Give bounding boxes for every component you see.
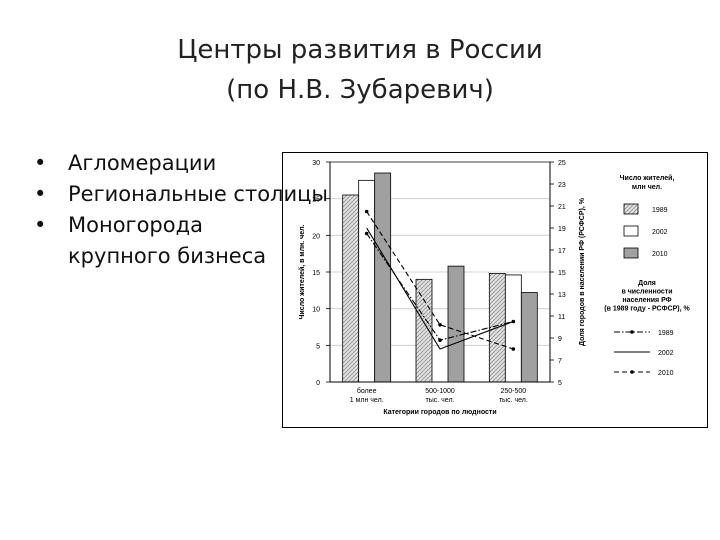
- y2-tick-label: 17: [558, 248, 566, 255]
- line-point-2010: [364, 209, 369, 214]
- bar-2010-0: [374, 172, 392, 383]
- bullet-item-regional-capitals: Региональные столицы: [34, 179, 328, 210]
- line-legend-label: 1989: [658, 330, 674, 337]
- line-legend-label: 2010: [658, 370, 674, 377]
- slide-title-line1: Центры развития в России: [177, 35, 543, 65]
- line-legend-marker-1989: [630, 330, 634, 334]
- line-legend-title: Доля: [638, 280, 656, 287]
- bar-legend-title: Число жителей,: [620, 174, 675, 182]
- line-legend-label: 2002: [658, 350, 674, 357]
- bar-legend-label: 1989: [652, 207, 668, 214]
- y2-tick-label: 21: [558, 204, 566, 211]
- y2-tick-label: 11: [558, 314, 565, 321]
- y2-tick-label: 5: [558, 380, 562, 387]
- x-axis-label: Категории городов по людности: [383, 409, 496, 416]
- bullet-item-monotowns: Моногорода крупного бизнеса: [34, 210, 328, 272]
- bar-2010-2: [520, 292, 538, 383]
- bullet-list: Агломерации Региональные столицы Моногор…: [34, 148, 328, 272]
- y-tick-label: 15: [312, 270, 320, 277]
- line-legend-title: (в 1989 году - РСФСР), %: [604, 306, 690, 313]
- line-legend-title: населения РФ: [622, 297, 671, 304]
- bar-legend-label: 2002: [652, 229, 668, 236]
- y-tick-label: 10: [312, 307, 320, 314]
- line-point-1989: [364, 231, 369, 236]
- bar-1989-1: [415, 278, 433, 383]
- y2-tick-label: 19: [558, 226, 566, 233]
- bar-legend-label: 2010: [652, 251, 668, 258]
- x-category-label-line2: тыс. чел.: [499, 397, 528, 404]
- line-legend-title: в численности: [621, 289, 672, 296]
- line-point-1989: [438, 338, 442, 342]
- x-category-label-line1: 250-500: [500, 388, 526, 395]
- bullet-item-agglomerations: Агломерации: [34, 148, 328, 179]
- y2-tick-label: 9: [558, 336, 562, 343]
- x-category-label-line2: тыс. чел.: [426, 397, 455, 404]
- bar-legend-swatch-1989: [623, 203, 639, 215]
- line-legend-marker-2010: [630, 370, 634, 374]
- line-point-2010: [511, 347, 516, 351]
- y2-tick-label: 15: [558, 270, 566, 277]
- bullet-text-line2: крупного бизнеса: [68, 244, 267, 268]
- y2-axis-label: Доля городов в населении РФ (РСФСР), %: [579, 197, 586, 346]
- bar-1989-0: [342, 194, 360, 383]
- y2-tick-label: 25: [558, 160, 566, 167]
- y2-tick-label: 23: [558, 182, 566, 189]
- x-category-label-line1: более: [357, 387, 377, 395]
- y-tick-label: 5: [316, 343, 320, 350]
- bullet-text: Региональные столицы: [68, 182, 328, 206]
- line-point-2010: [438, 323, 442, 327]
- x-category-label-line1: 500-1000: [425, 388, 455, 395]
- x-category-label-line2: 1 млн чел.: [350, 397, 384, 404]
- bullet-text: Агломерации: [68, 151, 217, 175]
- y2-tick-label: 7: [558, 358, 562, 365]
- y2-tick-label: 13: [558, 292, 566, 299]
- slide-title-line2: (по Н.В. Зубаревич): [226, 75, 494, 105]
- slide-title: Центры развития в России (по Н.В. Зубаре…: [0, 30, 720, 110]
- y-tick-label: 0: [316, 380, 320, 387]
- bar-legend-swatch-2010: [623, 247, 639, 259]
- line-series-2010: [366, 211, 514, 350]
- line-series-2002: [366, 227, 514, 350]
- bullet-text: Моногорода: [68, 213, 203, 237]
- bar-2010-1: [447, 265, 465, 383]
- bar-legend-title: млн чел.: [632, 184, 662, 191]
- bar-legend-swatch-2002: [623, 225, 639, 237]
- bar-2002-2: [504, 274, 522, 383]
